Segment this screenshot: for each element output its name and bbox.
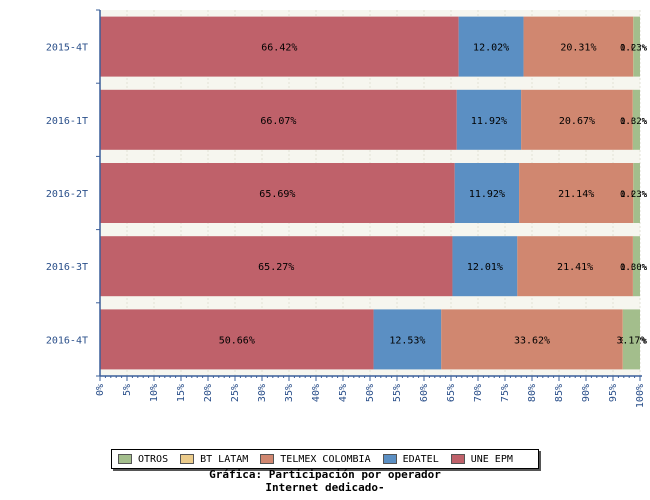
bar-segment [441, 309, 623, 370]
legend-swatch [382, 454, 397, 464]
chart-title: Gráfica: Participación por operador [209, 468, 441, 481]
x-tick-label: 75% [500, 384, 511, 402]
bar-segment [458, 16, 524, 77]
x-tick-label: 0% [95, 384, 106, 396]
x-tick-label: 45% [338, 384, 349, 402]
bar-segment [521, 89, 633, 150]
bar-segment [633, 16, 640, 77]
legend-item: EDATEL [382, 453, 439, 465]
data-label: 12.53% [389, 335, 425, 346]
category-labels: 2015-4T 2016-1T 2016-2T 2016-3T 2016-4T [46, 43, 88, 347]
legend-item: BT LATAM [180, 454, 248, 465]
bar-segment [632, 89, 640, 150]
data-label: 12.01% [467, 262, 503, 273]
bar-segment [373, 309, 442, 370]
data-label: 3.17% [616, 335, 646, 346]
axes [96, 9, 642, 381]
bar-segment [100, 89, 457, 150]
bar-segment [100, 163, 455, 223]
x-tick-labels: 0% 5% 10% 15% 20% 25% 30% 35% 40% 45% 50% 55% 60% 65%… [95, 384, 646, 408]
bar-segment [456, 89, 522, 150]
x-tick-label: 35% [284, 384, 295, 402]
bar-segment [517, 236, 633, 297]
x-tick-label: 30% [257, 384, 268, 402]
data-label: 12.02% [473, 43, 509, 54]
bar-segment [454, 163, 520, 223]
bar-segment [622, 309, 640, 370]
x-tick-label: 80% [527, 384, 538, 402]
data-label: 65.27% [258, 262, 294, 273]
data-label: 50.66% [219, 335, 255, 346]
data-label: 66.07% [260, 116, 296, 127]
bars: 66.42%12.02%20.31%0.02%1.23%66.07%11.92%… [100, 16, 648, 370]
x-tick-label: 50% [365, 384, 376, 402]
data-label: 65.69% [259, 189, 295, 200]
x-tick-label: 40% [311, 384, 322, 402]
x-tick-label: 65% [446, 384, 457, 402]
legend: OTROS BT LATAM TELMEX COLOMBIA EDATEL UNE EP… [111, 449, 539, 469]
legend-swatch [118, 454, 132, 464]
data-label: 1.30% [620, 263, 648, 273]
x-tick-label: 85% [554, 384, 565, 402]
legend-label: UNE EPM [470, 453, 513, 465]
legend-item: TELMEX COLOMBIA [260, 453, 371, 465]
legend-swatch [450, 454, 465, 464]
legend-label: BT LATAM [200, 453, 249, 465]
category-label: 2016-3T [46, 262, 88, 273]
x-tick-label: 90% [581, 384, 592, 402]
category-label: 2016-2T [46, 189, 88, 200]
bar-segment [633, 236, 640, 297]
x-tick-label: 20% [203, 384, 214, 402]
legend-label: EDATEL [402, 453, 439, 465]
x-tick-label: 15% [176, 384, 187, 402]
data-label: 11.92% [469, 189, 505, 200]
category-label: 2015-4T [46, 43, 88, 54]
x-tick-label: 70% [473, 384, 484, 402]
legend-swatch [180, 454, 195, 464]
bar-segment [452, 236, 518, 297]
legend-label: TELMEX COLOMBIA [280, 453, 371, 465]
bar-segment [100, 16, 459, 77]
x-tick-label: 10% [149, 384, 160, 402]
bar-segment [100, 309, 374, 370]
legend-item: OTROS [118, 454, 168, 465]
chart-subtitle: Internet dedicado- [265, 481, 385, 494]
bar-segment [100, 236, 453, 297]
data-label: 21.14% [558, 189, 594, 200]
x-tick-label: 100% [635, 384, 646, 408]
category-label: 2016-1T [46, 116, 88, 127]
legend-label: OTROS [138, 453, 169, 465]
x-tick-label: 95% [608, 384, 619, 402]
x-tick-label: 25% [230, 384, 241, 402]
data-label: 11.92% [471, 116, 507, 127]
data-label: 20.67% [559, 116, 595, 127]
data-label: 20.31% [560, 43, 596, 54]
x-tick-label: 60% [419, 384, 430, 402]
data-label: 21.41% [557, 262, 593, 273]
bar-segment [523, 16, 634, 77]
legend-item: UNE EPM [450, 453, 513, 465]
bar-segment [519, 163, 634, 223]
bar-segment [633, 163, 640, 223]
data-label: 1.23% [620, 190, 648, 200]
data-label: 1.32% [620, 117, 648, 127]
x-tick-label: 5% [122, 384, 133, 396]
category-label: 2016-4T [46, 335, 88, 346]
data-label: 33.62% [514, 335, 550, 346]
data-label: 66.42% [261, 43, 297, 54]
data-label: 1.23% [620, 44, 648, 54]
x-tick-label: 55% [392, 384, 403, 402]
legend-swatch [260, 454, 275, 464]
